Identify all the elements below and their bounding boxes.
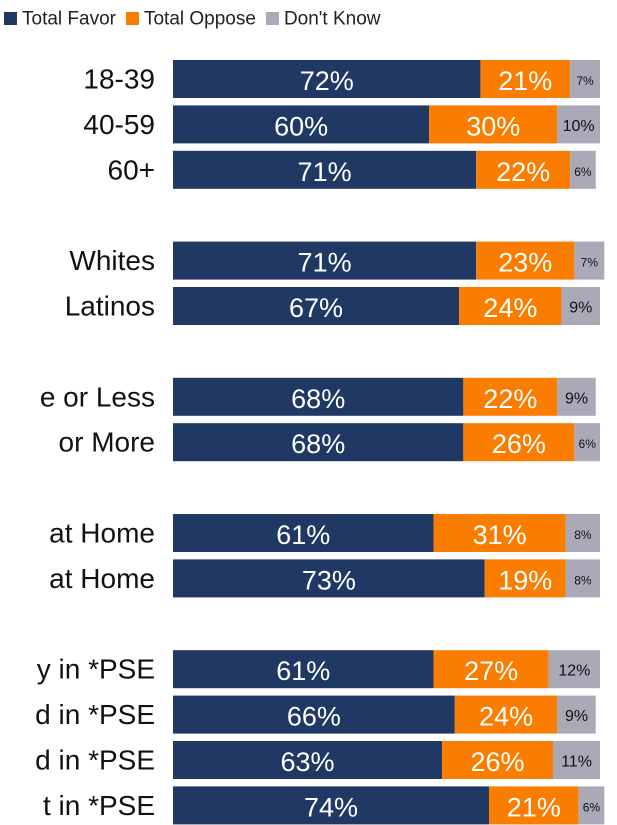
value-label: 26% [470,747,524,777]
value-label: 11% [561,754,592,771]
value-label: 72% [300,66,354,96]
bar-segment [173,60,481,98]
bar-segment [429,105,558,144]
category-label: 18-39 [83,64,155,95]
bar-segment [433,514,566,552]
bar-segment [553,741,600,779]
legend-label: Don't Know [284,9,381,30]
bar-segment [173,741,443,779]
value-label: 24% [483,293,537,323]
category-label: y in *PSE [37,654,155,685]
value-label: 7% [576,74,594,88]
value-label: 68% [291,429,345,459]
bar-segment [459,287,562,325]
category-label: 60+ [108,154,156,185]
bar-segment [173,287,460,325]
value-label: 22% [483,384,537,414]
legend-swatch [265,12,279,25]
legend-swatch [125,12,139,25]
category-label: at Home [49,518,155,549]
bar-segment [476,150,571,189]
bar-segment [570,60,600,98]
value-label: 6% [574,165,592,179]
bar-segment [173,695,455,734]
bar-segment [433,650,549,689]
value-label: 71% [298,248,352,278]
bar-segment [484,559,566,598]
value-label: 19% [498,565,552,595]
value-label: 60% [274,111,328,141]
bar-segment [463,423,575,462]
value-label: 6% [579,437,597,451]
bar-segment [173,559,485,598]
bar-segment [480,60,571,98]
bar-segment [173,650,434,689]
value-label: 66% [287,702,341,732]
value-label: 68% [291,384,345,414]
value-label: 22% [496,157,550,187]
bar-segment [173,423,464,462]
bar-segment [565,514,600,552]
value-label: 67% [289,293,343,323]
bar-segment [463,377,558,416]
bar-segment [565,559,600,598]
legend-label: Total Oppose [144,9,256,30]
bar-segment [173,514,434,552]
value-label: 9% [565,708,588,725]
value-label: 10% [563,118,595,135]
value-label: 24% [479,702,533,732]
bar-segment [578,786,605,825]
bar-segment [173,786,489,825]
value-label: 21% [507,792,561,822]
bar-segment [561,287,600,325]
bar-segment [557,105,600,144]
category-label: d in *PSE [35,699,155,730]
category-label: e or Less [40,381,155,412]
value-label: 27% [464,656,518,686]
value-label: 71% [298,157,352,187]
value-label: 9% [569,300,592,317]
bar-segment [574,241,605,280]
value-label: 8% [574,573,592,587]
value-label: 6% [583,800,601,814]
bar-segment [557,695,596,734]
category-label: 40-59 [83,109,155,140]
bar-segment [476,241,575,280]
legend-label: Total Favor [22,9,117,30]
bar-segment [570,150,596,189]
bar-segment [442,741,554,779]
value-label: 61% [276,520,330,550]
bar-segment [488,786,579,825]
legend-swatch [4,12,17,25]
bar-segment [173,150,477,189]
bar-segment [548,650,600,689]
category-label: d in *PSE [35,745,155,776]
bar-segment [454,695,558,734]
value-label: 74% [304,792,358,822]
bar-segment [173,241,477,280]
value-label: 21% [498,66,552,96]
category-label: Latinos [65,291,155,322]
value-label: 7% [581,256,599,270]
category-label: at Home [49,563,155,594]
value-label: 30% [466,111,520,141]
category-label: t in *PSE [43,790,155,821]
category-label: or More [59,427,155,458]
value-label: 12% [558,663,590,680]
bar-segment [173,105,430,144]
value-label: 31% [473,520,527,550]
value-label: 8% [574,528,592,542]
value-label: 73% [302,565,356,595]
bar-segment [173,377,464,416]
value-label: 61% [276,656,330,686]
bar-segment [557,377,596,416]
category-label: Whites [69,245,155,276]
value-label: 26% [492,429,546,459]
value-label: 23% [498,248,552,278]
value-label: 63% [280,747,334,777]
bar-segment [574,423,600,462]
value-label: 9% [565,390,588,407]
